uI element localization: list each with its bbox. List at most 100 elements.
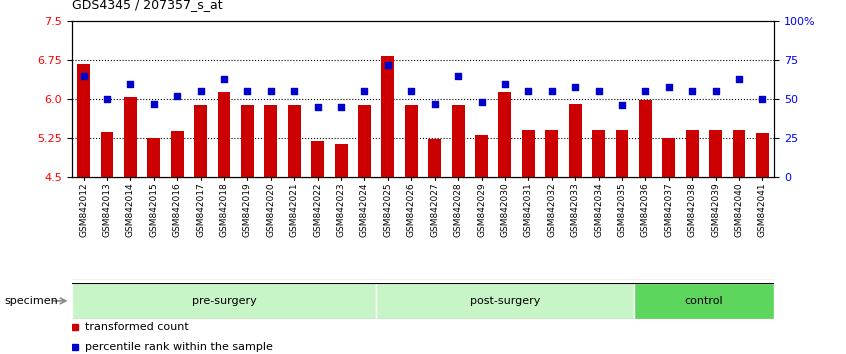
Text: GSM842014: GSM842014 bbox=[126, 182, 135, 237]
Point bbox=[662, 84, 675, 90]
Bar bbox=[428, 138, 441, 177]
Point bbox=[639, 88, 652, 94]
Text: GSM842018: GSM842018 bbox=[220, 182, 228, 237]
Text: GSM842038: GSM842038 bbox=[688, 182, 696, 237]
Text: GSM842034: GSM842034 bbox=[594, 182, 603, 237]
Text: GSM842019: GSM842019 bbox=[243, 182, 252, 237]
Point bbox=[428, 101, 442, 107]
Bar bbox=[686, 130, 699, 177]
Point bbox=[591, 88, 605, 94]
Text: transformed count: transformed count bbox=[85, 322, 189, 332]
Bar bbox=[569, 104, 581, 177]
Point bbox=[124, 81, 137, 86]
Text: GSM842026: GSM842026 bbox=[407, 182, 415, 237]
Point bbox=[311, 104, 325, 110]
Bar bbox=[288, 105, 300, 177]
Bar bbox=[522, 130, 535, 177]
Text: GSM842013: GSM842013 bbox=[102, 182, 112, 237]
Bar bbox=[733, 130, 745, 177]
Bar bbox=[265, 105, 277, 177]
Point bbox=[709, 88, 722, 94]
Point bbox=[170, 93, 184, 99]
Bar bbox=[195, 105, 207, 177]
Point bbox=[498, 81, 512, 86]
Text: GSM842020: GSM842020 bbox=[266, 182, 275, 237]
Point bbox=[569, 84, 582, 90]
Bar bbox=[405, 105, 418, 177]
Point bbox=[194, 88, 207, 94]
Point bbox=[334, 104, 348, 110]
Text: post-surgery: post-surgery bbox=[470, 296, 540, 306]
Text: GSM842029: GSM842029 bbox=[477, 182, 486, 237]
Bar bbox=[662, 138, 675, 177]
Text: GSM842040: GSM842040 bbox=[734, 182, 744, 237]
Bar bbox=[335, 144, 348, 177]
Bar bbox=[616, 130, 629, 177]
Bar bbox=[382, 56, 394, 177]
Bar bbox=[592, 130, 605, 177]
Bar bbox=[546, 130, 558, 177]
Point bbox=[217, 76, 231, 82]
Text: percentile rank within the sample: percentile rank within the sample bbox=[85, 342, 272, 352]
Text: GSM842037: GSM842037 bbox=[664, 182, 673, 237]
Text: GSM842024: GSM842024 bbox=[360, 182, 369, 236]
Text: GSM842030: GSM842030 bbox=[501, 182, 509, 237]
Bar bbox=[756, 133, 769, 177]
Bar bbox=[376, 283, 634, 319]
Bar bbox=[634, 283, 774, 319]
Bar bbox=[72, 283, 376, 319]
Text: control: control bbox=[684, 296, 723, 306]
Point bbox=[685, 88, 699, 94]
Bar bbox=[241, 105, 254, 177]
Point bbox=[381, 62, 394, 68]
Point bbox=[264, 88, 277, 94]
Text: GSM842041: GSM842041 bbox=[758, 182, 766, 237]
Text: GSM842025: GSM842025 bbox=[383, 182, 393, 237]
Bar bbox=[124, 97, 137, 177]
Text: GSM842017: GSM842017 bbox=[196, 182, 205, 237]
Text: GSM842039: GSM842039 bbox=[711, 182, 720, 237]
Bar bbox=[639, 99, 651, 177]
Text: GDS4345 / 207357_s_at: GDS4345 / 207357_s_at bbox=[72, 0, 222, 11]
Text: GSM842036: GSM842036 bbox=[641, 182, 650, 237]
Text: GSM842016: GSM842016 bbox=[173, 182, 182, 237]
Text: GSM842031: GSM842031 bbox=[524, 182, 533, 237]
Point bbox=[100, 96, 113, 102]
Point bbox=[77, 73, 91, 79]
Bar bbox=[311, 141, 324, 177]
Bar bbox=[217, 92, 230, 177]
Text: GSM842033: GSM842033 bbox=[571, 182, 580, 237]
Point bbox=[755, 96, 769, 102]
Text: pre-surgery: pre-surgery bbox=[192, 296, 256, 306]
Point bbox=[521, 88, 536, 94]
Point bbox=[545, 88, 558, 94]
Point bbox=[733, 76, 746, 82]
Text: GSM842015: GSM842015 bbox=[150, 182, 158, 237]
Point bbox=[475, 99, 488, 105]
Point bbox=[404, 88, 418, 94]
Text: GSM842028: GSM842028 bbox=[453, 182, 463, 237]
Text: GSM842035: GSM842035 bbox=[618, 182, 626, 237]
Bar bbox=[77, 64, 90, 177]
Point bbox=[147, 101, 161, 107]
Text: GSM842012: GSM842012 bbox=[80, 182, 88, 237]
Point bbox=[615, 103, 629, 108]
Text: specimen: specimen bbox=[4, 296, 58, 306]
Bar bbox=[147, 138, 160, 177]
Text: GSM842021: GSM842021 bbox=[290, 182, 299, 237]
Bar bbox=[452, 105, 464, 177]
Point bbox=[240, 88, 254, 94]
Text: GSM842022: GSM842022 bbox=[313, 182, 322, 236]
Text: GSM842027: GSM842027 bbox=[431, 182, 439, 237]
Bar bbox=[171, 131, 184, 177]
Bar bbox=[101, 132, 113, 177]
Bar bbox=[498, 92, 511, 177]
Point bbox=[452, 73, 465, 79]
Bar bbox=[709, 130, 722, 177]
Text: GSM842023: GSM842023 bbox=[337, 182, 345, 237]
Text: GSM842032: GSM842032 bbox=[547, 182, 556, 237]
Bar bbox=[358, 105, 371, 177]
Point bbox=[358, 88, 371, 94]
Point bbox=[288, 88, 301, 94]
Bar bbox=[475, 135, 488, 177]
